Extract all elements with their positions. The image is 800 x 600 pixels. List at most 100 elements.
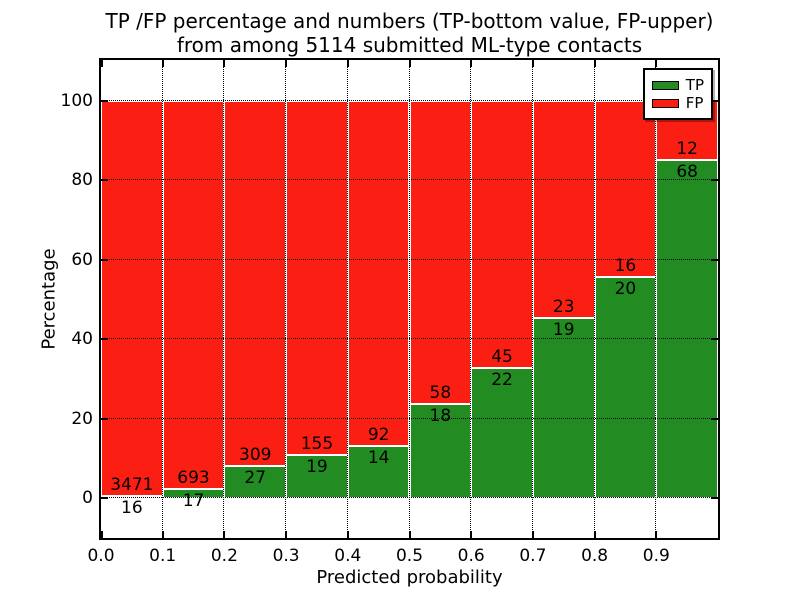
v-gridline xyxy=(470,60,472,538)
x-tick-label: 0.8 xyxy=(581,546,609,566)
x-tick-mark xyxy=(593,531,596,538)
x-tick-label: 0.9 xyxy=(642,546,670,566)
plot-area: TP FP 3471 16 693 17 309 27 155 19 92 14 58 18 45 22 2… xyxy=(99,58,720,540)
tp-count-label: 18 xyxy=(429,406,452,427)
tp-count-label: 68 xyxy=(676,162,698,183)
v-gridline xyxy=(408,60,410,538)
tp-count-label: 22 xyxy=(491,369,513,390)
x-tick-mark xyxy=(223,60,226,67)
y-tick-mark xyxy=(101,258,108,261)
h-gridline xyxy=(101,179,718,181)
y-tick-mark xyxy=(711,497,718,500)
y-tick-label: 80 xyxy=(71,170,93,191)
y-tick-mark xyxy=(711,258,718,261)
fp-count-label: 16 xyxy=(614,256,637,277)
fp-count-label: 92 xyxy=(367,424,390,445)
y-tick-mark xyxy=(101,99,108,102)
y-tick-mark xyxy=(101,338,108,341)
x-tick-mark xyxy=(593,60,596,67)
tp-count-label: 27 xyxy=(244,468,267,489)
fp-count-label: 23 xyxy=(552,297,575,318)
tp-count-label: 17 xyxy=(182,490,205,511)
x-tick-mark xyxy=(101,60,103,67)
tp-count-label: 19 xyxy=(552,320,575,341)
x-tick-mark xyxy=(408,531,411,538)
x-tick-mark xyxy=(655,60,658,67)
x-tick-mark xyxy=(346,531,349,538)
y-tick-mark xyxy=(711,179,718,182)
tp-bar xyxy=(656,160,718,499)
y-tick-label: 0 xyxy=(82,488,93,509)
x-axis-title: Predicted probability xyxy=(316,567,503,588)
fp-bar xyxy=(162,100,225,489)
fp-count-label: 155 xyxy=(300,433,334,454)
v-gridline xyxy=(531,60,533,538)
x-tick-label: 0.6 xyxy=(457,546,485,566)
x-tick-label: 0.3 xyxy=(272,546,300,566)
fp-count-label: 58 xyxy=(429,383,452,404)
fp-bar xyxy=(409,100,472,405)
x-tick-mark xyxy=(408,60,411,67)
fp-count-label: 693 xyxy=(177,467,210,488)
x-tick-label: 0.7 xyxy=(519,546,547,566)
tp-count-label: 19 xyxy=(306,456,328,477)
fp-bar xyxy=(347,100,410,446)
tp-bar xyxy=(532,318,595,499)
x-tick-mark xyxy=(531,60,534,67)
v-gridline xyxy=(285,60,287,538)
y-tick-mark xyxy=(101,497,108,500)
chart-title: TP /FP percentage and numbers (TP-bottom… xyxy=(99,9,720,57)
tp-bar xyxy=(594,277,657,499)
fp-count-label: 309 xyxy=(239,445,272,466)
h-gridline xyxy=(101,99,718,101)
v-gridline xyxy=(223,60,225,538)
legend: TP FP xyxy=(642,68,713,120)
tp-bar xyxy=(224,466,287,499)
y-tick-mark xyxy=(711,99,718,102)
legend-item-fp: FP xyxy=(651,94,704,112)
fp-bar xyxy=(594,100,657,278)
x-tick-mark xyxy=(285,60,288,67)
y-tick-mark xyxy=(711,338,718,341)
x-tick-mark xyxy=(531,531,534,538)
chart-title-line2: from among 5114 submitted ML-type contac… xyxy=(176,33,643,57)
v-gridline xyxy=(346,60,348,538)
x-tick-mark xyxy=(346,60,349,67)
x-tick-label: 0.4 xyxy=(334,546,362,566)
fp-bar xyxy=(286,100,348,455)
fp-swatch-icon xyxy=(651,98,679,108)
v-gridline xyxy=(655,60,657,538)
y-tick-label: 60 xyxy=(71,249,93,270)
tp-bar xyxy=(347,445,410,499)
y-tick-mark xyxy=(711,417,718,420)
y-tick-label: 20 xyxy=(71,408,93,429)
h-gridline xyxy=(101,258,718,260)
legend-label-tp: TP xyxy=(685,76,704,94)
y-tick-mark xyxy=(101,179,108,182)
tp-swatch-icon xyxy=(651,80,679,90)
chart-title-line1: TP /FP percentage and numbers (TP-bottom… xyxy=(105,9,714,33)
x-tick-mark xyxy=(285,531,288,538)
fp-bar xyxy=(532,100,595,319)
x-tick-mark xyxy=(161,60,164,67)
y-tick-label: 100 xyxy=(60,90,93,111)
legend-item-tp: TP xyxy=(651,76,704,94)
fp-count-label: 3471 xyxy=(110,475,154,496)
y-tick-label: 40 xyxy=(71,329,93,350)
x-tick-mark xyxy=(655,531,658,538)
y-tick-mark xyxy=(101,417,108,420)
x-tick-label: 0.1 xyxy=(149,546,177,566)
x-tick-mark xyxy=(161,531,164,538)
x-tick-label: 0.0 xyxy=(87,546,115,566)
x-tick-label: 0.5 xyxy=(395,546,424,566)
fp-bar xyxy=(471,100,533,368)
fp-bar xyxy=(101,100,163,497)
x-tick-mark xyxy=(223,531,226,538)
legend-label-fp: FP xyxy=(685,94,704,112)
v-gridline xyxy=(593,60,595,538)
x-tick-mark xyxy=(470,531,473,538)
fp-count-label: 45 xyxy=(491,346,513,367)
h-gridline xyxy=(101,417,718,419)
fp-bar xyxy=(224,100,287,467)
